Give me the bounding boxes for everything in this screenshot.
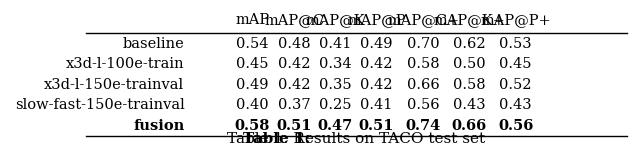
Text: 0.42: 0.42 (360, 57, 392, 71)
Text: 0.48: 0.48 (278, 37, 311, 51)
Text: x3d-l-100e-train: x3d-l-100e-train (66, 57, 184, 71)
Text: 0.50: 0.50 (453, 57, 486, 71)
Text: 0.52: 0.52 (499, 78, 532, 92)
Text: Table 1:: Table 1: (243, 132, 310, 146)
Text: mAP@C: mAP@C (264, 13, 324, 27)
Text: 0.51: 0.51 (276, 119, 312, 133)
Text: mAP@P: mAP@P (347, 13, 406, 27)
Text: 0.34: 0.34 (319, 57, 351, 71)
Text: 0.51: 0.51 (358, 119, 394, 133)
Text: 0.54: 0.54 (236, 37, 268, 51)
Text: mAP@C+: mAP@C+ (387, 13, 459, 27)
Text: 0.58: 0.58 (407, 57, 440, 71)
Text: 0.49: 0.49 (360, 37, 392, 51)
Text: mAP@K+: mAP@K+ (433, 13, 506, 27)
Text: 0.49: 0.49 (236, 78, 268, 92)
Text: mAP@P+: mAP@P+ (480, 13, 551, 27)
Text: baseline: baseline (123, 37, 184, 51)
Text: 0.62: 0.62 (453, 37, 486, 51)
Text: 0.42: 0.42 (278, 57, 310, 71)
Text: 0.66: 0.66 (406, 78, 440, 92)
Text: 0.53: 0.53 (499, 37, 532, 51)
Text: 0.41: 0.41 (319, 37, 351, 51)
Text: 0.43: 0.43 (453, 98, 486, 112)
Text: 0.45: 0.45 (499, 57, 532, 71)
Text: 0.40: 0.40 (236, 98, 268, 112)
Text: Table 1: Results on TACO test set: Table 1: Results on TACO test set (227, 132, 486, 146)
Text: 0.56: 0.56 (498, 119, 533, 133)
Text: fusion: fusion (133, 119, 184, 133)
Text: 0.42: 0.42 (360, 78, 392, 92)
Text: 0.25: 0.25 (319, 98, 351, 112)
Text: 0.56: 0.56 (407, 98, 440, 112)
Text: 0.41: 0.41 (360, 98, 392, 112)
Text: 0.58: 0.58 (234, 119, 270, 133)
Text: 0.47: 0.47 (317, 119, 353, 133)
Text: 0.58: 0.58 (453, 78, 486, 92)
Text: mAP@K: mAP@K (305, 13, 365, 27)
Text: 0.42: 0.42 (278, 78, 310, 92)
Text: 0.45: 0.45 (236, 57, 268, 71)
Text: slow-fast-150e-trainval: slow-fast-150e-trainval (15, 98, 184, 112)
Text: 0.70: 0.70 (407, 37, 440, 51)
Text: 0.37: 0.37 (278, 98, 311, 112)
Text: mAP: mAP (235, 13, 269, 27)
Text: 0.35: 0.35 (319, 78, 351, 92)
Text: 0.43: 0.43 (499, 98, 532, 112)
Text: 0.66: 0.66 (452, 119, 487, 133)
Text: x3d-l-150e-trainval: x3d-l-150e-trainval (44, 78, 184, 92)
Text: 0.74: 0.74 (406, 119, 441, 133)
